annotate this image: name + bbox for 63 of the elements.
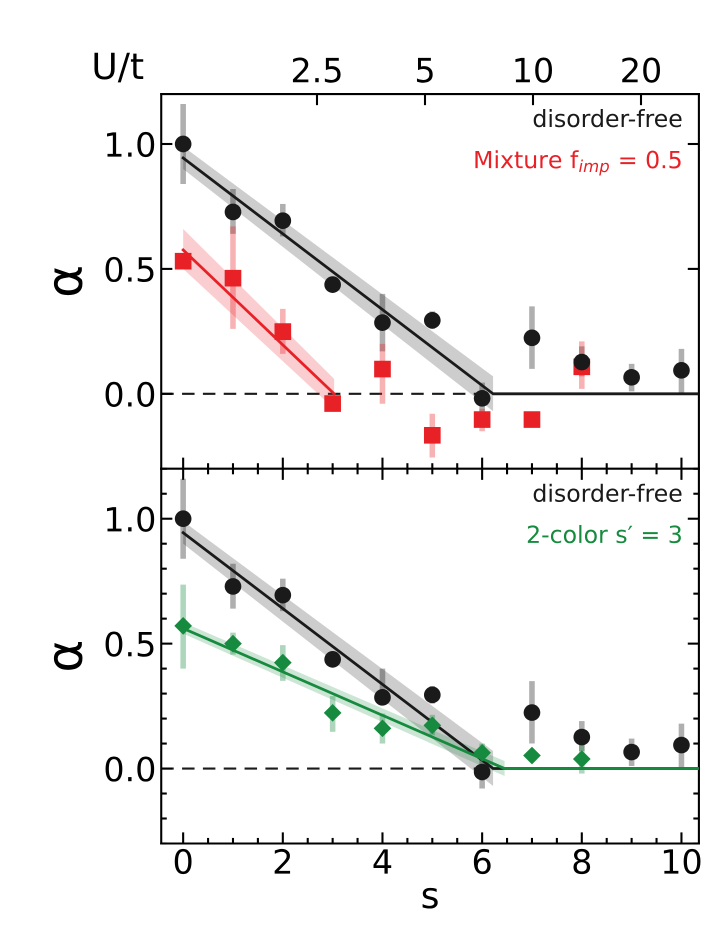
point — [374, 719, 392, 738]
y-axis-title: α — [54, 267, 82, 296]
point — [374, 360, 391, 378]
y-tick-label: 1.0 — [107, 506, 154, 532]
point — [623, 744, 640, 760]
point — [274, 586, 292, 604]
point — [224, 634, 242, 652]
point — [324, 651, 341, 668]
point — [523, 746, 541, 764]
point — [174, 510, 192, 528]
point — [174, 617, 192, 635]
point — [572, 750, 591, 768]
x-tick-label: 2 — [274, 848, 290, 874]
y-tick-label: 1.0 — [107, 132, 154, 158]
point — [623, 368, 640, 386]
point — [524, 704, 540, 721]
x2-axis-title: U/t — [94, 52, 144, 82]
y-tick-label: 0.5 — [106, 632, 154, 657]
x-tick-label: 6 — [474, 848, 491, 874]
point — [474, 411, 490, 428]
y-tick-label: 0.0 — [106, 756, 154, 782]
x-tick-label: 4 — [374, 849, 392, 874]
y-tick-label: 0.0 — [106, 382, 154, 407]
point — [424, 686, 441, 704]
point — [374, 689, 391, 706]
text: 2-color s′ = 3 — [528, 524, 681, 544]
x2-tick-label: 20 — [622, 58, 660, 83]
x2-tick-label: 2.5 — [292, 58, 341, 83]
point — [524, 330, 540, 346]
point — [374, 314, 391, 331]
point — [324, 704, 342, 722]
point — [324, 276, 341, 293]
point — [673, 736, 690, 754]
x2-tick-label: 10 — [515, 58, 552, 83]
point — [324, 395, 341, 412]
x-tick-label: 8 — [573, 848, 590, 874]
point — [424, 426, 441, 444]
point — [424, 312, 441, 329]
y-tick-label: 0.5 — [106, 256, 154, 282]
point — [423, 716, 442, 734]
point — [224, 270, 242, 286]
text: Mixture f$_{imp}$ = 0.5 — [475, 150, 681, 176]
point — [473, 744, 491, 762]
point — [524, 411, 540, 428]
x-axis-title: s — [422, 888, 438, 909]
point — [573, 354, 590, 370]
point — [673, 362, 690, 379]
point — [274, 323, 292, 340]
point — [474, 764, 490, 780]
point — [224, 578, 242, 595]
text: disorder-free — [534, 109, 682, 128]
x-tick-label: 0 — [174, 848, 192, 874]
point — [174, 252, 192, 270]
x2-tick-label: 5 — [416, 58, 433, 83]
point — [573, 728, 590, 746]
point — [274, 654, 292, 672]
point — [224, 204, 242, 220]
x-tick-label: 10 — [664, 848, 700, 874]
point — [474, 390, 490, 407]
point — [174, 136, 192, 152]
point — [274, 212, 292, 230]
y-axis-title: α — [54, 642, 82, 670]
text: disorder-free — [534, 484, 682, 502]
